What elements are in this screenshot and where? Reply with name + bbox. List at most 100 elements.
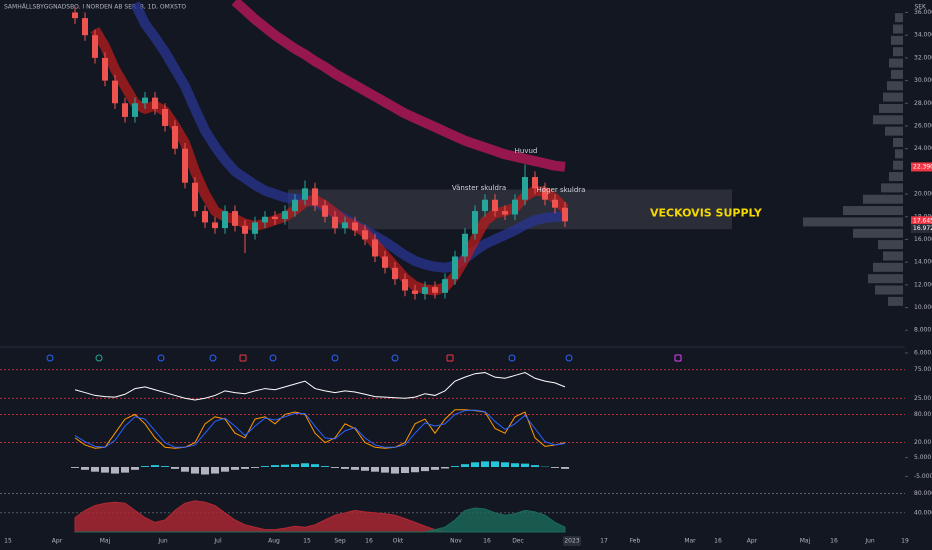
y-tick-label: 30.000 (914, 77, 932, 84)
volume-profile-bar (895, 13, 903, 23)
x-tick-label: Sep (334, 538, 346, 545)
event-icon (209, 354, 217, 362)
x-tick-label: Aug (268, 538, 280, 545)
y-tick-label: 6.000 (914, 349, 931, 356)
y-tick-label: -5.000 (914, 473, 932, 480)
volume-profile-bar (883, 251, 903, 261)
price-label-box (911, 216, 932, 226)
y-tick-label: 12.000 (914, 281, 932, 288)
volume-profile-bar (888, 296, 903, 306)
candle-body (562, 207, 568, 222)
histogram-bar (151, 465, 159, 467)
histogram-bar (411, 467, 419, 473)
histogram-bar (551, 467, 559, 468)
volume-profile-bar (889, 58, 903, 68)
candle-body (342, 222, 348, 229)
histogram-bar (321, 466, 329, 467)
candle-body (222, 211, 228, 229)
volume-profile-bar (843, 206, 903, 216)
y-tick-label: 32.000 (914, 54, 932, 61)
histogram-bar (471, 462, 479, 467)
candle-body (352, 222, 358, 231)
y-tick-label: 24.000 (914, 145, 932, 152)
histogram-bar (351, 467, 359, 470)
event-icon (239, 354, 247, 362)
annotation: Huvud (515, 147, 538, 155)
candle-body (462, 233, 468, 257)
histogram-bar (241, 467, 249, 469)
volume-profile-bar (873, 262, 903, 272)
candle-body (192, 182, 198, 212)
candle-body (92, 35, 98, 58)
histogram-bar (301, 463, 309, 467)
candle-body (322, 205, 328, 217)
x-tick-label: 16 (714, 538, 722, 545)
histogram-bar (251, 467, 259, 468)
candle-body (232, 211, 238, 226)
candle-body (262, 216, 268, 223)
candle-body (242, 225, 248, 234)
chart-title: SAMHÄLLSBYGGNADSBO. I NORDEN AB SER. B, … (4, 4, 186, 11)
volume-profile-bar (879, 103, 903, 113)
candle-body (412, 290, 418, 294)
annotation: Vänster skuldra (452, 184, 506, 192)
currency: SEK (914, 4, 927, 11)
event-icon (269, 354, 277, 362)
histogram-bar (71, 467, 79, 468)
volume-profile-bar (873, 115, 903, 125)
x-tick-label: Apr (747, 538, 758, 545)
candle-body (502, 211, 508, 215)
volume-profile-bar (875, 285, 903, 295)
candle-body (392, 267, 398, 280)
x-tick-label: Apr (52, 538, 63, 545)
x-tick-label: 15 (303, 538, 311, 545)
moving-average-band (90, 26, 569, 296)
candle-body (82, 18, 88, 36)
volume-profile-bar (868, 274, 903, 284)
x-tick-label: Jun (157, 538, 168, 545)
candle-body (272, 216, 278, 220)
y-tick-label: 8.000 (914, 327, 931, 334)
candle-body (152, 97, 158, 109)
histogram-bar (371, 467, 379, 472)
histogram-bar (101, 467, 109, 473)
candle-body (482, 199, 488, 212)
histogram-bar (391, 467, 399, 474)
y-tick-label: 26.000 (914, 122, 932, 129)
candle-body (282, 211, 288, 220)
volume-profile-bar (878, 240, 903, 250)
histogram-bar (561, 467, 569, 469)
histogram-bar (131, 467, 139, 470)
histogram-bar (181, 467, 189, 472)
histogram-bar (441, 467, 449, 469)
histogram-bar (401, 467, 409, 473)
histogram-bar (421, 467, 429, 472)
y-tick-label: 80.000 (914, 490, 932, 497)
volume-profile-bar (803, 217, 903, 227)
x-tick-label: Feb (630, 538, 641, 545)
candle-body (552, 199, 558, 208)
histogram-bar (331, 467, 339, 468)
candle-body (472, 211, 478, 234)
price-label: 22.390 (913, 163, 932, 170)
moving-average-band (231, 0, 566, 172)
event-icon (391, 354, 399, 362)
y-tick-label: 10.000 (914, 304, 932, 311)
event-icon (508, 354, 516, 362)
histogram-bar (261, 466, 269, 467)
price-label-box (911, 162, 932, 172)
volume-profile-bar (893, 47, 903, 57)
candle-body (102, 57, 108, 81)
candle-body (132, 103, 138, 117)
x-tick-label: Jun (864, 538, 875, 545)
price-label-box (911, 223, 932, 233)
candle-body (492, 199, 498, 212)
volume-profile-bar (883, 92, 903, 102)
x-tick-label: 16 (830, 538, 838, 545)
candle-body (212, 222, 218, 229)
y-tick-label: 5.000 (914, 454, 931, 461)
histogram-bar (491, 461, 499, 467)
x-tick-label: 17 (600, 538, 608, 545)
x-label-highlight (563, 536, 581, 546)
